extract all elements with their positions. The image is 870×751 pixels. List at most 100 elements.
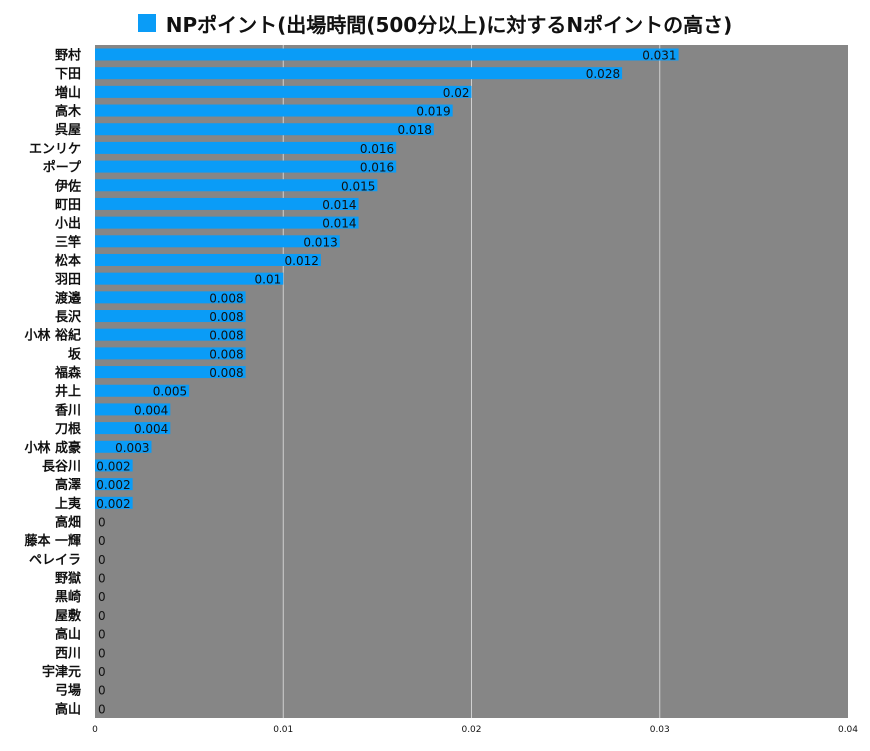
category-label: 上夷 [55,496,82,512]
bar [95,272,284,285]
value-label: 0 [98,609,106,623]
value-label: 0.016 [360,161,394,175]
bars [95,48,679,509]
x-tick-label: 0.03 [650,725,670,735]
bar [95,85,472,98]
category-label: 黒崎 [55,589,81,605]
bar [95,310,246,323]
category-label: 小出 [55,216,81,232]
value-label: 0.008 [209,366,243,380]
gridlines [282,45,661,718]
category-label: 屋敷 [55,608,82,624]
value-label: 0 [98,590,106,604]
value-label: 0.031 [642,49,676,63]
bar [95,67,623,80]
bar [95,496,133,509]
category-label: 刀根 [55,421,82,437]
category-label: 坂 [68,346,82,362]
bar [95,179,378,192]
category-label: 野獄 [55,571,81,587]
x-tick-label: 0.01 [273,725,293,735]
value-label: 0 [98,665,106,679]
value-label: 0 [98,628,106,642]
category-label: 長谷川 [42,458,81,474]
bar [95,328,246,341]
category-label: 増山 [55,85,81,101]
bar [95,422,171,435]
category-label: 野村 [55,48,81,64]
x-tick-label: 0 [92,725,98,735]
value-label: 0.016 [360,142,394,156]
value-label: 0.004 [134,403,168,417]
value-labels: 0.0310.0280.020.0190.0180.0160.0160.0150… [96,49,676,717]
bar [95,291,246,304]
value-label: 0.028 [586,67,620,81]
bar [95,440,152,453]
bar [95,216,359,229]
bar [95,48,679,61]
value-label: 0.018 [397,123,431,137]
x-axis-ticks: 0 0.01 0.02 0.03 0.04 [92,725,858,735]
bar [95,141,397,154]
category-label: 藤本 一輝 [24,533,81,549]
value-label: 0.002 [96,497,130,511]
chart-legend: NPポイント(出場時間(500分以上)に対するNポイントの高さ) [0,8,870,38]
legend-swatch [137,14,156,32]
category-label: 伊佐 [54,178,81,194]
value-label: 0.008 [209,347,243,361]
bar [95,253,321,266]
category-label: 下田 [55,67,81,82]
value-label: 0 [98,646,106,660]
value-label: 0.008 [209,291,243,305]
bar [95,235,340,248]
category-label: エンリケ [29,142,81,157]
value-label: 0.01 [255,273,282,287]
category-label: 町田 [55,198,81,213]
value-label: 0.004 [134,422,168,436]
category-label: 呉屋 [55,122,81,138]
value-label: 0 [98,534,106,548]
bar [95,403,171,416]
category-label: 渡邉 [55,290,82,306]
x-tick-label: 0.04 [838,725,858,735]
value-label: 0.005 [153,385,187,399]
category-label: 高山 [55,627,81,643]
value-label: 0 [98,516,106,530]
value-label: 0.02 [443,86,470,100]
category-label: 井上 [55,384,81,400]
category-label: 小林 成豪 [24,440,81,456]
category-label: ポープ [43,160,82,176]
value-label: 0.014 [322,217,356,231]
bar [95,366,246,379]
category-label: 西川 [55,646,81,661]
value-label: 0.013 [303,235,337,249]
bar [95,459,133,472]
category-label: 長沢 [55,309,82,325]
category-label: 宇津元 [42,664,81,680]
value-label: 0 [98,572,106,586]
category-label: 小林 裕紀 [24,328,81,344]
value-label: 0.003 [115,441,149,455]
value-label: 0.014 [322,198,356,212]
value-label: 0 [98,553,106,567]
value-label: 0.015 [341,179,375,193]
value-label: 0.002 [96,459,130,473]
category-label: 弓場 [55,683,81,699]
category-label: 高山 [55,701,81,717]
bar [95,478,133,491]
value-label: 0 [98,684,106,698]
category-label: 香川 [54,402,81,418]
bar [95,104,453,117]
value-label: 0 [98,702,106,716]
value-label: 0.012 [285,254,319,268]
bar [95,160,397,173]
value-label: 0.008 [209,310,243,324]
category-label: 三竿 [55,234,81,250]
value-label: 0.008 [209,329,243,343]
category-label: 福森 [54,365,82,381]
x-tick-label: 0.02 [461,725,481,735]
bar [95,347,246,360]
category-label: 羽田 [55,273,81,288]
